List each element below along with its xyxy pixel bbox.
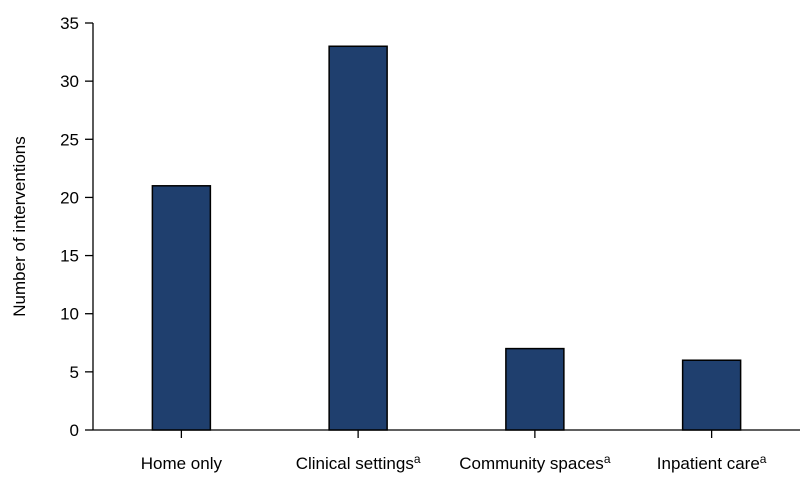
footnote-marker: a bbox=[604, 452, 611, 466]
y-tick-label: 25 bbox=[60, 130, 79, 149]
y-axis: 0 5 10 15 20 25 30 35 bbox=[60, 14, 94, 440]
y-tick-label: 0 bbox=[70, 421, 79, 440]
x-tick-label: Clinical settingsa bbox=[296, 452, 421, 473]
bar bbox=[681, 359, 742, 431]
x-tick-label: Community spacesa bbox=[459, 452, 611, 473]
footnote-marker: a bbox=[414, 452, 421, 466]
y-tick-label: 20 bbox=[60, 188, 79, 207]
x-tick-label: Home only bbox=[141, 454, 223, 473]
x-tick-label: Inpatient carea bbox=[657, 452, 767, 473]
x-axis: Home only Clinical settingsa Community spa… bbox=[93, 429, 800, 473]
y-tick-label: 35 bbox=[60, 14, 79, 33]
bars bbox=[151, 45, 742, 431]
y-tick-label: 30 bbox=[60, 72, 79, 91]
footnote-marker: a bbox=[760, 452, 767, 466]
bar bbox=[151, 185, 212, 431]
bar bbox=[505, 347, 565, 431]
y-axis-label: Number of interventions bbox=[10, 136, 29, 316]
bar bbox=[328, 45, 388, 431]
y-tick-label: 15 bbox=[60, 247, 79, 266]
y-tick-label: 5 bbox=[70, 363, 79, 382]
y-tick-label: 10 bbox=[60, 305, 79, 324]
